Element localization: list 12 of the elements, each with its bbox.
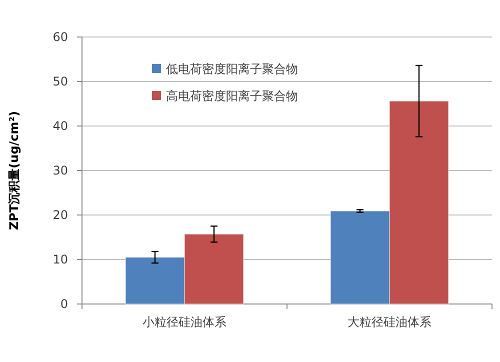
y-tick-label: 20 (52, 208, 68, 222)
y-tick-label: 40 (52, 119, 68, 133)
legend-label: 高电荷密度阳离子聚合物 (166, 89, 298, 103)
x-tick-label: 大粒径硅油体系 (348, 315, 432, 329)
x-tick-label: 小粒径硅油体系 (142, 315, 226, 329)
y-tick-label: 0 (60, 297, 68, 311)
y-axis-title: ZPT沉积量(ug/cm²) (7, 110, 21, 230)
y-tick-label: 10 (52, 252, 68, 266)
y-tick-label: 30 (52, 164, 68, 178)
y-tick-label: 50 (52, 74, 68, 88)
y-tick-label: 60 (52, 30, 68, 44)
legend-label: 低电荷密度阳离子聚合物 (166, 62, 298, 76)
